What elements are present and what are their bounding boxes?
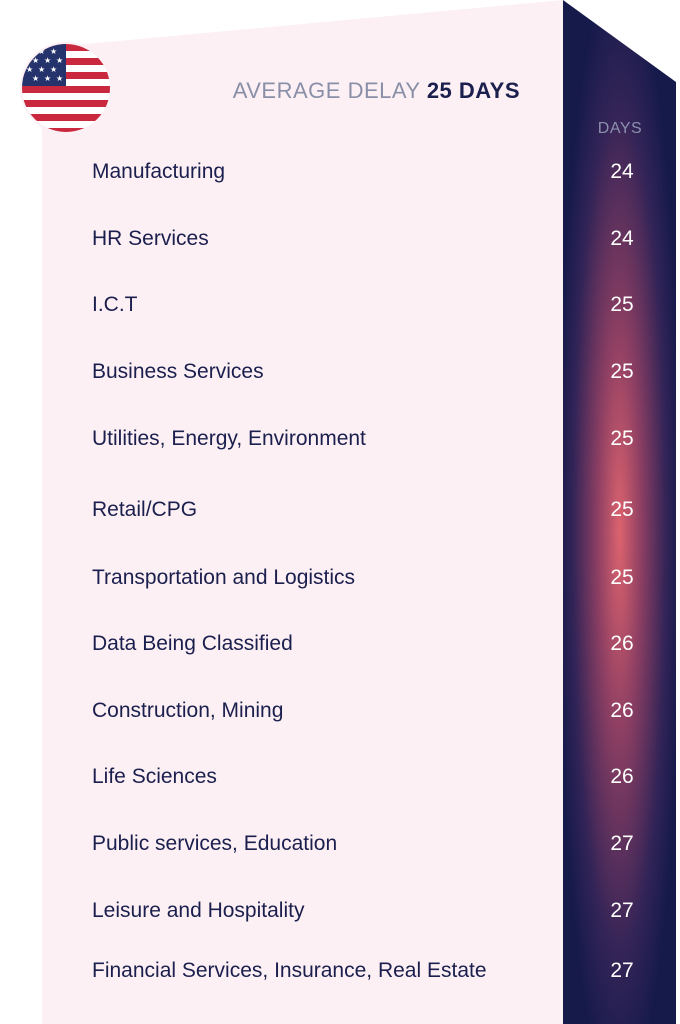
- row-label: Utilities, Energy, Environment: [92, 427, 366, 450]
- heading-prefix: AVERAGE DELAY: [232, 78, 421, 103]
- svg-text:★: ★: [26, 65, 33, 74]
- row-value: 26: [610, 765, 634, 788]
- svg-text:★: ★: [38, 47, 45, 56]
- days-column-header: DAYS: [597, 120, 643, 137]
- average-delay-heading: AVERAGE DELAY 25 DAYS: [233, 78, 520, 104]
- days-column: [563, 0, 676, 1024]
- row-label: Transportation and Logistics: [92, 566, 356, 589]
- svg-text:★: ★: [32, 74, 39, 83]
- row-label: Retail/CPG: [92, 498, 198, 521]
- row-value: 27: [610, 959, 634, 982]
- row-value: 24: [610, 227, 634, 250]
- svg-text:★: ★: [44, 56, 51, 65]
- svg-text:★: ★: [50, 65, 57, 74]
- row-label: HR Services: [92, 227, 209, 250]
- svg-text:★: ★: [50, 47, 57, 56]
- row-value: 25: [610, 293, 634, 316]
- row-label: Leisure and Hospitality: [92, 899, 305, 922]
- row-value: 25: [610, 498, 634, 521]
- row-value: 27: [610, 899, 634, 922]
- row-value: 25: [610, 360, 634, 383]
- row-label: Public services, Education: [92, 832, 338, 855]
- row-label: Business Services: [92, 360, 264, 383]
- row-label: Financial Services, Insurance, Real Esta…: [92, 959, 487, 982]
- heading-highlight: 25 DAYS: [426, 78, 520, 103]
- svg-text:★: ★: [56, 74, 63, 83]
- svg-text:★: ★: [44, 74, 51, 83]
- row-value: 25: [610, 427, 634, 450]
- us-flag-icon: ★ ★ ★ ★ ★ ★ ★ ★ ★ ★ ★ ★: [20, 42, 112, 134]
- row-label: I.C.T: [92, 293, 138, 316]
- row-label: Manufacturing: [92, 160, 226, 183]
- svg-text:★: ★: [32, 56, 39, 65]
- svg-text:★: ★: [56, 56, 63, 65]
- svg-text:★: ★: [38, 65, 45, 74]
- pink-panel: [42, 0, 563, 1024]
- row-label: Construction, Mining: [92, 699, 284, 722]
- row-value: 27: [610, 832, 634, 855]
- row-value: 24: [610, 160, 634, 183]
- row-label: Life Sciences: [92, 765, 217, 788]
- row-value: 25: [610, 566, 634, 589]
- row-label: Data Being Classified: [92, 632, 293, 655]
- row-value: 26: [610, 632, 634, 655]
- row-value: 26: [610, 699, 634, 722]
